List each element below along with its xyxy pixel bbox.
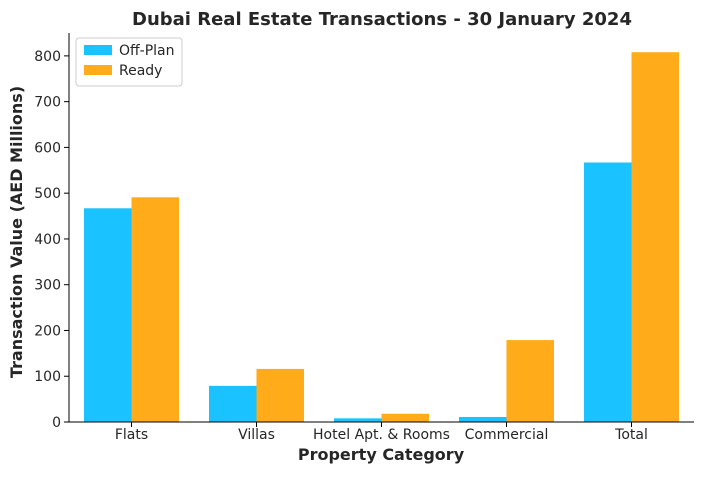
bar-ready-commercial	[506, 340, 554, 422]
y-tick-label: 700	[34, 95, 61, 111]
x-tick-label: Hotel Apt. & Rooms	[313, 427, 450, 443]
y-tick-label: 100	[34, 369, 61, 385]
bar-ready-villas	[256, 368, 304, 422]
y-axis-label: Transaction Value (AED Millions)	[7, 86, 26, 378]
x-tick-label: Commercial	[465, 427, 549, 443]
x-tick-label: Total	[614, 427, 648, 443]
y-tick-label: 800	[34, 49, 61, 65]
bar-ready-total	[631, 52, 679, 422]
bar-off-plan-commercial	[459, 416, 507, 422]
bar-ready-flats	[131, 197, 179, 422]
y-tick-label: 0	[52, 415, 61, 431]
bar-off-plan-total	[584, 162, 632, 423]
chart-title: Dubai Real Estate Transactions - 30 Janu…	[132, 9, 632, 30]
x-tick-label: Villas	[238, 427, 275, 443]
legend-swatch-ready	[84, 65, 112, 75]
bar-off-plan-flats	[84, 208, 132, 422]
legend-label-off-plan: Off-Plan	[119, 43, 175, 59]
y-tick-label: 300	[34, 278, 61, 294]
x-tick-label: Flats	[115, 427, 148, 443]
y-tick-label: 400	[34, 232, 61, 248]
y-tick-label: 500	[34, 186, 61, 202]
bar-off-plan-hotel-apt-rooms	[334, 418, 382, 422]
bar-ready-hotel-apt-rooms	[381, 413, 429, 422]
y-tick-label: 200	[34, 323, 61, 339]
legend: Off-Plan Ready	[75, 37, 183, 87]
plot-area: 0 100 200 300 400 500 600 700 800 Flats Villas Hote…	[34, 33, 694, 443]
y-tick-label: 600	[34, 140, 61, 156]
legend-label-ready: Ready	[119, 63, 162, 79]
legend-swatch-off-plan	[84, 45, 112, 55]
bar-off-plan-villas	[209, 385, 257, 422]
x-axis-label: Property Category	[298, 445, 465, 464]
